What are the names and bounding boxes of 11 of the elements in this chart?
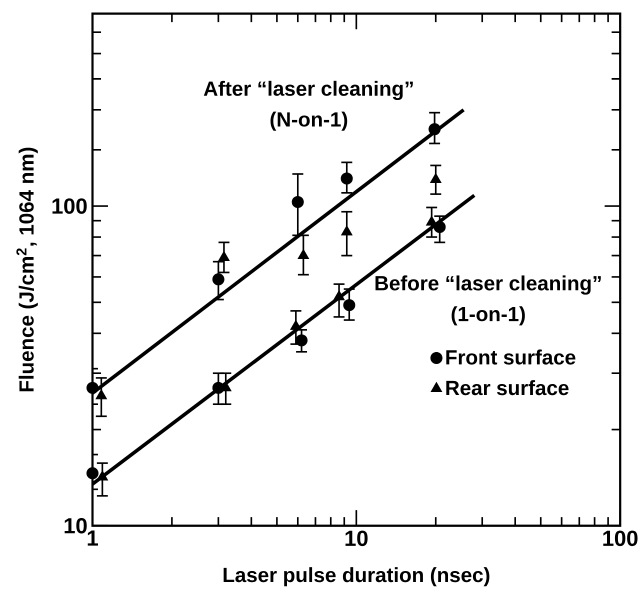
annotation: After “laser cleaning”: [204, 80, 413, 100]
annotation: (N-on-1): [270, 112, 348, 131]
annotation: (1-on-1): [452, 306, 525, 326]
x-tick-label: 10: [346, 530, 368, 546]
x-tick-label: 1: [88, 530, 98, 546]
x-tick-label: 100: [603, 530, 638, 546]
legend-label: Rear surface: [446, 380, 569, 396]
y-axis-title: Fluence (J/cm$^{2}$, 1064 nm): [16, 148, 38, 392]
x-axis-title: Laser pulse duration (nsec): [224, 567, 490, 586]
annotation: Before “laser cleaning”: [376, 276, 601, 295]
legend-label: Front surface: [446, 350, 576, 365]
